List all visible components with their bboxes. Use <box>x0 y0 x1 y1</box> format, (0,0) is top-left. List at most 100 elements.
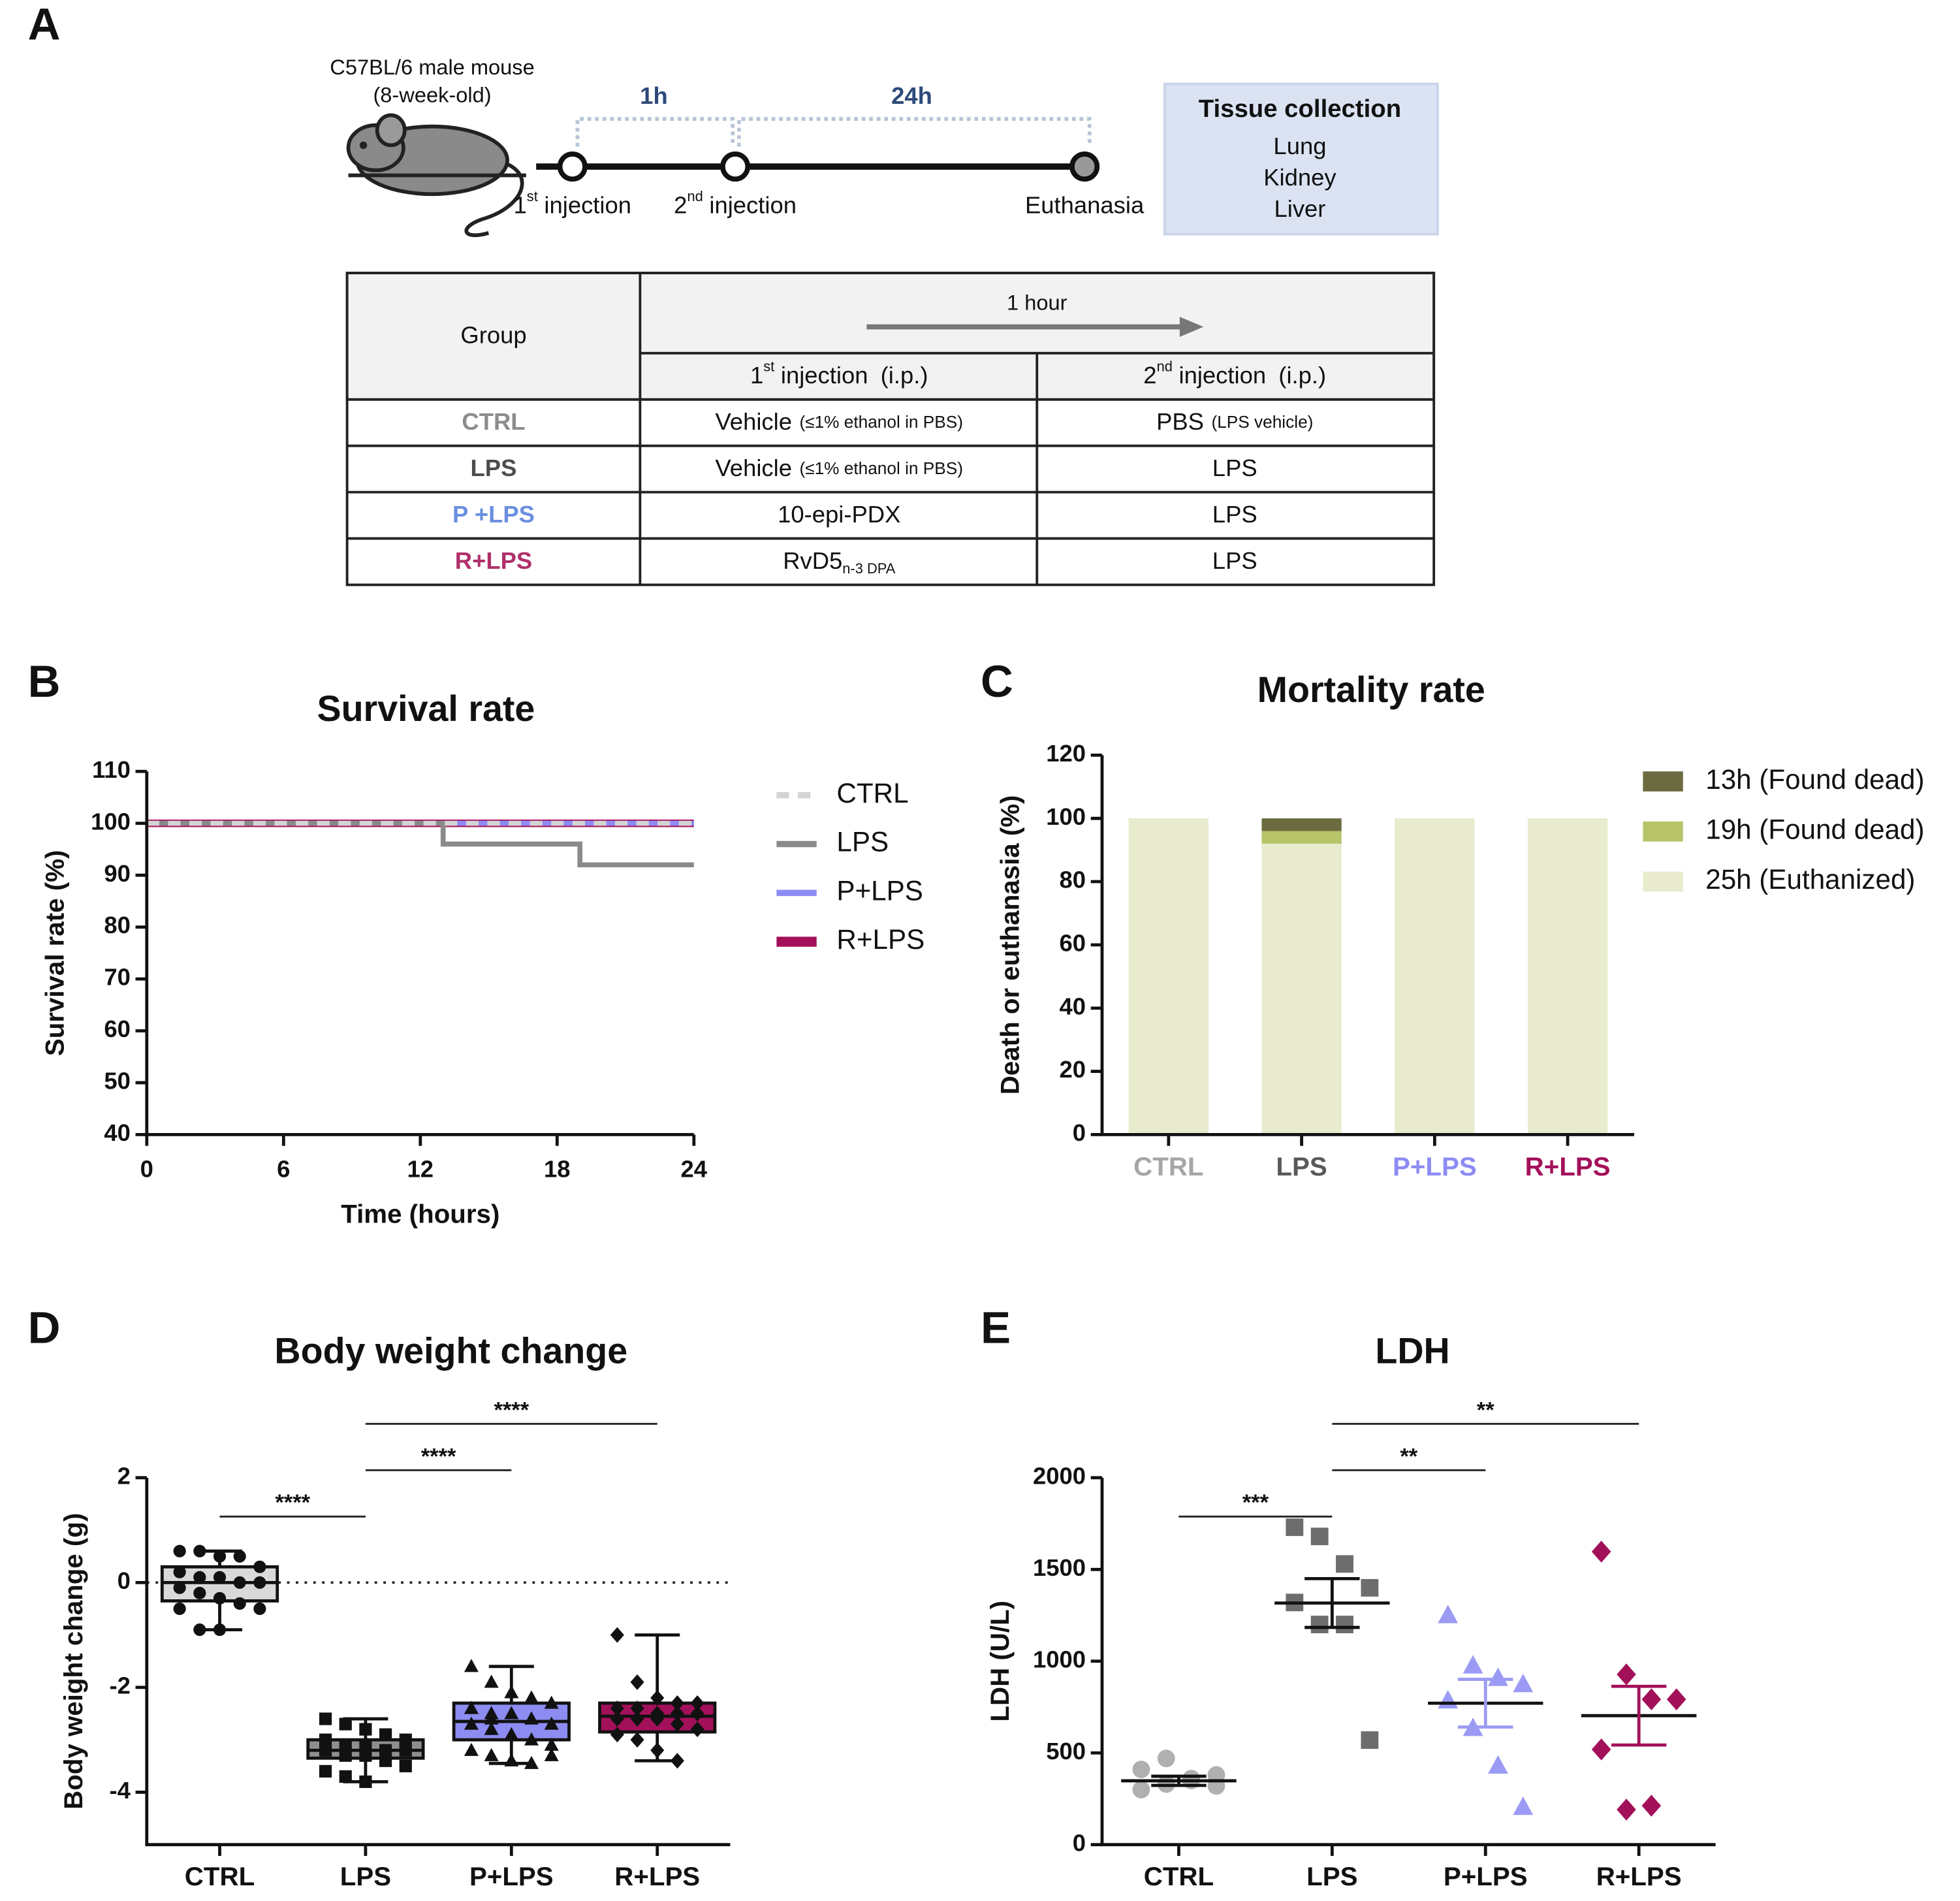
data-point <box>1132 1761 1150 1778</box>
data-point <box>339 1738 352 1751</box>
x-tick-label: CTRL <box>185 1862 255 1891</box>
panel-label: C <box>981 656 1013 707</box>
data-point <box>319 1765 332 1778</box>
text-part: 2 <box>1143 362 1156 389</box>
text-part: 1 <box>750 362 763 389</box>
table-header: 1 hour <box>1007 291 1067 315</box>
data-point <box>504 1753 519 1766</box>
data-point <box>379 1754 392 1767</box>
error-bar <box>1458 1678 1513 1729</box>
data-point <box>1617 1663 1636 1685</box>
data-point <box>399 1733 412 1746</box>
event-label: 2nd injection <box>674 188 797 218</box>
data-point <box>253 1576 266 1589</box>
data-point <box>464 1701 479 1714</box>
x-tick-label: P+LPS <box>1393 1152 1477 1181</box>
data-point <box>1157 1749 1175 1768</box>
table-header: 2nd injection (i.p.) <box>1143 358 1326 388</box>
panel-label: D <box>28 1303 61 1353</box>
superscript: nd <box>687 188 703 204</box>
text-part: RvD5 <box>783 547 842 574</box>
data-point <box>1617 1798 1636 1821</box>
y-tick-label: 0 <box>118 1567 131 1594</box>
text-note: (LPS vehicle) <box>1211 412 1313 432</box>
data-point <box>670 1753 684 1769</box>
x-tick-label: R+LPS <box>614 1862 700 1891</box>
data-point <box>339 1749 352 1762</box>
table-cell: RvD5n-3 DPA <box>783 547 895 577</box>
table-cell: CTRL <box>462 408 525 435</box>
data-point <box>319 1744 332 1757</box>
text-note: (≤1% ethanol in PBS) <box>799 412 962 432</box>
data-point <box>173 1565 186 1578</box>
y-tick-label: 1500 <box>1033 1554 1086 1581</box>
data-point <box>1487 1667 1508 1686</box>
data-point <box>193 1586 206 1600</box>
text-part: PBS <box>1156 408 1204 435</box>
text-part: CTRL <box>462 408 525 435</box>
data-point <box>173 1544 186 1558</box>
subscript: n-3 DPA <box>842 560 895 577</box>
significance-label: ** <box>1400 1444 1417 1469</box>
text-part: Vehicle <box>716 455 792 481</box>
data-point <box>544 1716 559 1730</box>
data-point <box>1487 1755 1508 1774</box>
x-tick-label: 24 <box>681 1156 708 1183</box>
data-point <box>1666 1688 1686 1710</box>
text-part: LPS <box>471 455 517 481</box>
data-point <box>233 1550 246 1563</box>
data-point <box>1513 1674 1534 1693</box>
data-point <box>173 1602 186 1616</box>
x-tick-label: R+LPS <box>1525 1152 1611 1181</box>
y-tick-label: 40 <box>104 1119 131 1146</box>
data-point <box>630 1732 644 1748</box>
y-tick-label: 40 <box>1060 993 1086 1019</box>
x-axis-label: Time (hours) <box>341 1200 499 1229</box>
significance-label: **** <box>275 1490 310 1515</box>
error-bar <box>1151 1774 1207 1787</box>
table-cell: LPS <box>471 455 517 481</box>
text-part: Vehicle <box>716 408 792 435</box>
series-line <box>146 820 694 868</box>
data-point <box>1286 1518 1304 1537</box>
data-point <box>544 1695 559 1709</box>
data-point <box>339 1717 352 1731</box>
data-point <box>359 1749 372 1762</box>
y-tick-label: 120 <box>1046 740 1086 767</box>
data-point <box>524 1690 539 1704</box>
legend-label: LPS <box>836 827 889 857</box>
y-tick-label: 0 <box>1073 1829 1086 1856</box>
data-point <box>610 1701 624 1716</box>
bar-segment <box>1261 818 1342 831</box>
event-label: Euthanasia <box>1025 191 1145 218</box>
data-point <box>193 1623 206 1637</box>
y-tick-label: 70 <box>104 964 131 991</box>
text-part: injection <box>1178 362 1266 389</box>
x-tick-label: 12 <box>407 1156 434 1183</box>
text-part: 1 <box>514 191 527 218</box>
axes <box>145 1477 731 1847</box>
text-part: R+LPS <box>455 547 532 574</box>
data-point <box>1438 1690 1459 1709</box>
bar-segment <box>1128 818 1209 1135</box>
text-part: 10-epi-PDX <box>778 501 900 528</box>
data-point <box>690 1721 704 1738</box>
bar-segment <box>1261 843 1342 1135</box>
mouse-icon <box>346 113 526 238</box>
panel-label: A <box>28 0 61 49</box>
data-point <box>1132 1781 1150 1798</box>
data-point <box>1361 1578 1379 1597</box>
table-cell: P +LPS <box>452 501 535 528</box>
text-note: (≤1% ethanol in PBS) <box>799 458 962 478</box>
data-point <box>1361 1731 1379 1749</box>
x-tick-label: P+LPS <box>1444 1862 1528 1891</box>
data-point <box>610 1627 624 1643</box>
bar-segment <box>1395 818 1475 1135</box>
data-point <box>1591 1541 1611 1563</box>
panel-label: B <box>28 656 61 707</box>
table-cell: LPS <box>1212 547 1257 574</box>
y-tick-label: 0 <box>1073 1119 1086 1146</box>
legend-swatch <box>1643 821 1683 842</box>
text-note: (i.p.) <box>1278 362 1326 389</box>
y-tick-label: 500 <box>1046 1738 1086 1765</box>
